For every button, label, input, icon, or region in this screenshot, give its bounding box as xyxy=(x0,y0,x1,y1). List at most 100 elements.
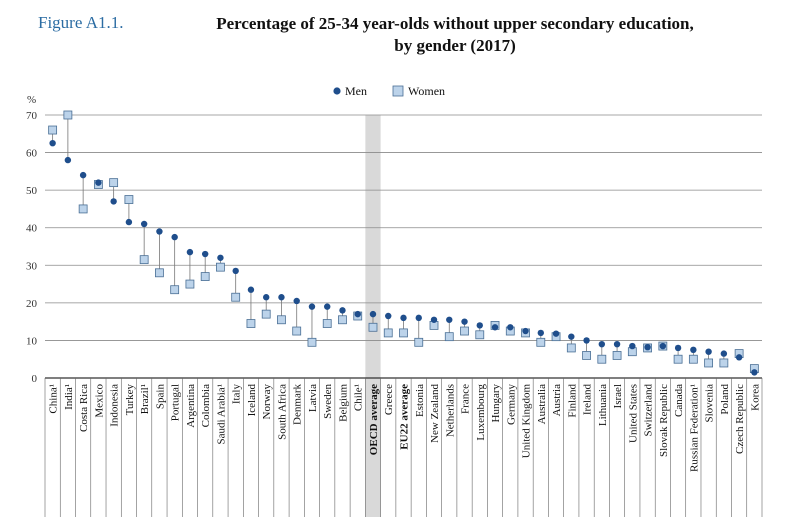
x-tick-label: New Zealand xyxy=(429,384,441,443)
women-marker xyxy=(688,354,698,364)
men-marker xyxy=(186,248,194,256)
x-tick-label: China¹ xyxy=(48,384,60,414)
x-tick-label: South Africa xyxy=(276,384,288,440)
x-tick-label: Greece xyxy=(383,384,395,415)
men-marker xyxy=(522,327,529,335)
men-marker xyxy=(49,139,56,147)
men-marker xyxy=(385,312,392,320)
men-marker xyxy=(629,342,636,350)
x-tick-label: Israel xyxy=(612,384,624,408)
women-marker xyxy=(719,358,729,368)
men-marker xyxy=(705,348,712,355)
x-tick-label: United Kingdom xyxy=(521,384,533,459)
women-marker xyxy=(200,272,210,281)
x-tick-label: EU22 average xyxy=(399,384,411,450)
women-marker xyxy=(414,337,424,347)
men-marker xyxy=(125,218,133,226)
x-tick-label: Slovenia xyxy=(704,384,716,423)
x-tick-label: Denmark xyxy=(292,384,304,425)
x-tick-label: Portugal xyxy=(170,384,182,421)
women-marker xyxy=(566,343,576,353)
x-tick-label: Iceland xyxy=(246,384,258,417)
women-marker xyxy=(63,110,73,120)
women-marker xyxy=(261,309,271,319)
figure-label: Figure A1.1. xyxy=(38,13,124,32)
legend-women-marker xyxy=(392,85,404,97)
x-tick-label: Brazil¹ xyxy=(139,384,151,414)
women-marker xyxy=(307,337,317,347)
x-tick-label: Korea xyxy=(749,384,761,411)
legend-men-label: Men xyxy=(345,84,367,98)
men-marker xyxy=(720,350,728,357)
women-marker xyxy=(216,262,225,272)
legend-men-marker xyxy=(333,87,341,95)
men-marker xyxy=(110,198,117,205)
women-marker xyxy=(277,315,286,325)
men-marker xyxy=(293,297,300,305)
men-marker xyxy=(156,228,163,235)
women-marker xyxy=(48,125,58,135)
men-marker xyxy=(613,340,621,348)
y-tick-label: 60 xyxy=(26,148,38,160)
men-marker xyxy=(644,343,651,351)
women-marker xyxy=(246,319,256,328)
men-marker xyxy=(751,369,758,376)
y-tick-label: 70 xyxy=(26,110,38,122)
x-tick-label: Norway xyxy=(261,384,273,420)
x-tick-label: OECD average xyxy=(368,384,380,455)
men-marker xyxy=(674,344,682,352)
y-tick-label: 0 xyxy=(32,373,38,385)
y-tick-label: 40 xyxy=(26,223,38,235)
women-marker xyxy=(124,195,134,204)
x-tick-label: Canada xyxy=(673,384,685,417)
men-marker xyxy=(247,286,255,293)
women-marker xyxy=(582,351,591,360)
x-tick-label: Ireland xyxy=(582,384,594,416)
x-tick-label: Costa Rica xyxy=(78,384,90,432)
women-marker xyxy=(231,292,241,302)
x-tick-label: Chile¹ xyxy=(353,384,365,411)
men-marker xyxy=(95,179,102,186)
x-tick-label: Estonia xyxy=(414,384,426,417)
men-marker xyxy=(507,324,514,331)
y-tick-label: 30 xyxy=(26,260,38,272)
men-marker xyxy=(217,254,224,261)
women-marker xyxy=(399,328,408,338)
men-marker xyxy=(369,310,377,318)
men-marker xyxy=(430,316,438,323)
women-marker xyxy=(612,351,622,360)
y-tick-label: 10 xyxy=(26,335,38,347)
women-marker xyxy=(673,354,683,364)
women-marker xyxy=(704,358,714,368)
x-tick-label: Turkey xyxy=(124,384,136,416)
men-marker xyxy=(324,303,331,310)
men-marker xyxy=(415,314,422,322)
men-marker xyxy=(308,303,316,310)
women-marker xyxy=(185,279,195,289)
women-marker xyxy=(292,326,302,336)
x-tick-label: Spain xyxy=(154,384,166,410)
women-marker xyxy=(597,354,607,364)
figure-title-line1: Percentage of 25-34 year-olds without up… xyxy=(216,14,694,33)
men-marker xyxy=(201,250,209,258)
x-tick-label: Poland xyxy=(719,384,731,415)
figure-title: Percentage of 25-34 year-olds without up… xyxy=(155,13,755,57)
x-tick-label: Colombia xyxy=(200,384,212,428)
figure-header: Figure A1.1. Percentage of 25-34 year-ol… xyxy=(0,0,785,62)
men-marker xyxy=(339,307,346,314)
x-tick-label: France xyxy=(460,384,472,414)
men-marker xyxy=(79,171,87,179)
x-tick-label: Belgium xyxy=(337,384,349,422)
women-marker xyxy=(368,322,378,332)
men-marker xyxy=(140,220,148,228)
x-tick-label: Latvia xyxy=(307,384,319,412)
x-tick-label: Netherlands xyxy=(444,384,456,437)
men-marker xyxy=(354,310,361,318)
x-tick-label: Saudi Arabia¹ xyxy=(215,384,227,444)
x-tick-label: United States xyxy=(627,384,639,443)
men-marker xyxy=(537,329,544,337)
x-tick-label: Austria xyxy=(551,384,563,417)
women-marker xyxy=(322,319,332,328)
women-marker xyxy=(444,332,454,342)
